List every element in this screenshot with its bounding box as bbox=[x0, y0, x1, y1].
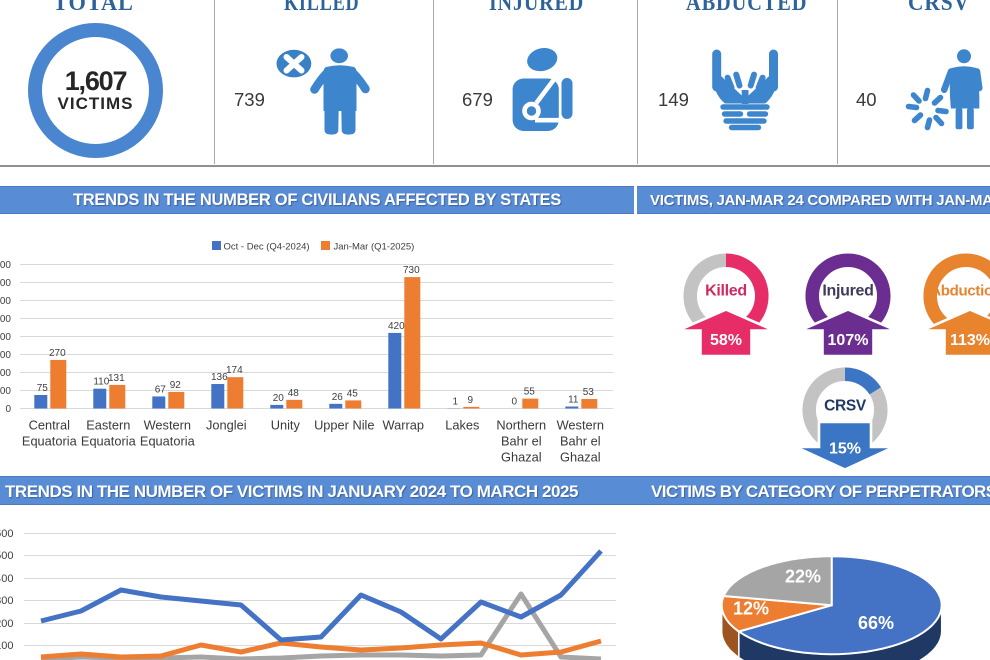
svg-text:270: 270 bbox=[49, 348, 66, 359]
svg-text:Killed: Killed bbox=[705, 283, 747, 300]
svg-text:Equatoria: Equatoria bbox=[22, 434, 78, 449]
svg-text:730: 730 bbox=[403, 265, 420, 276]
svg-text:300: 300 bbox=[0, 595, 14, 607]
svg-text:Western: Western bbox=[144, 418, 191, 433]
svg-text:Bahr el: Bahr el bbox=[560, 434, 601, 449]
svg-text:400: 400 bbox=[0, 332, 11, 343]
svg-text:Ghazal: Ghazal bbox=[560, 450, 601, 465]
svg-text:136: 136 bbox=[211, 372, 228, 383]
svg-text:Upper Nile: Upper Nile bbox=[314, 418, 374, 433]
svg-text:53: 53 bbox=[583, 387, 595, 398]
svg-text:11: 11 bbox=[568, 395, 579, 406]
svg-text:Jan-Mar (Q1-2025): Jan-Mar (Q1-2025) bbox=[334, 242, 415, 253]
svg-text:Jonglei: Jonglei bbox=[206, 418, 247, 433]
svg-text:92: 92 bbox=[170, 380, 182, 391]
svg-text:CRSV: CRSV bbox=[824, 398, 867, 415]
svg-text:800: 800 bbox=[0, 260, 11, 271]
svg-text:400: 400 bbox=[0, 573, 14, 585]
svg-text:113%: 113% bbox=[950, 332, 990, 349]
svg-text:107%: 107% bbox=[828, 332, 869, 349]
svg-text:600: 600 bbox=[0, 296, 11, 307]
svg-text:55: 55 bbox=[524, 387, 536, 398]
svg-text:420: 420 bbox=[388, 321, 405, 332]
svg-text:0: 0 bbox=[512, 397, 518, 408]
svg-text:Lakes: Lakes bbox=[445, 418, 479, 433]
svg-text:12%: 12% bbox=[733, 599, 769, 619]
svg-text:110: 110 bbox=[93, 377, 109, 388]
svg-text:Central: Central bbox=[29, 418, 70, 433]
svg-text:45: 45 bbox=[347, 388, 359, 399]
svg-text:174: 174 bbox=[226, 365, 243, 376]
svg-text:48: 48 bbox=[288, 388, 300, 399]
svg-text:Abduction: Abduction bbox=[930, 283, 990, 300]
svg-text:500: 500 bbox=[0, 314, 11, 325]
svg-text:75: 75 bbox=[37, 383, 49, 394]
svg-text:200: 200 bbox=[0, 618, 14, 630]
svg-text:Ghazal: Ghazal bbox=[501, 450, 542, 465]
svg-text:200: 200 bbox=[0, 368, 11, 379]
svg-text:Warrap: Warrap bbox=[383, 418, 424, 433]
svg-text:Oct - Dec (Q4-2024): Oct - Dec (Q4-2024) bbox=[224, 242, 310, 253]
svg-text:100: 100 bbox=[0, 640, 14, 652]
svg-text:Northern: Northern bbox=[496, 418, 546, 433]
svg-text:67: 67 bbox=[155, 384, 167, 395]
svg-text:Western: Western bbox=[557, 418, 604, 433]
svg-text:58%: 58% bbox=[710, 332, 742, 349]
svg-text:131: 131 bbox=[108, 373, 125, 384]
svg-text:Equatoria: Equatoria bbox=[140, 434, 196, 449]
svg-text:1: 1 bbox=[453, 396, 459, 407]
svg-text:26: 26 bbox=[332, 392, 344, 403]
svg-text:20: 20 bbox=[273, 393, 285, 404]
svg-text:Injured: Injured bbox=[822, 283, 873, 300]
svg-text:Unity: Unity bbox=[271, 418, 301, 433]
svg-text:15%: 15% bbox=[829, 441, 861, 458]
svg-text:0: 0 bbox=[5, 404, 11, 415]
svg-text:100: 100 bbox=[0, 386, 11, 397]
svg-text:22%: 22% bbox=[785, 567, 821, 587]
svg-text:Equatoria: Equatoria bbox=[81, 434, 137, 449]
svg-text:Eastern: Eastern bbox=[86, 418, 130, 433]
svg-text:500: 500 bbox=[0, 550, 14, 562]
svg-text:9: 9 bbox=[468, 395, 474, 406]
svg-text:600: 600 bbox=[0, 528, 14, 540]
svg-text:Bahr el: Bahr el bbox=[501, 434, 542, 449]
svg-text:300: 300 bbox=[0, 350, 11, 361]
svg-text:66%: 66% bbox=[858, 613, 894, 633]
svg-text:700: 700 bbox=[0, 278, 11, 289]
